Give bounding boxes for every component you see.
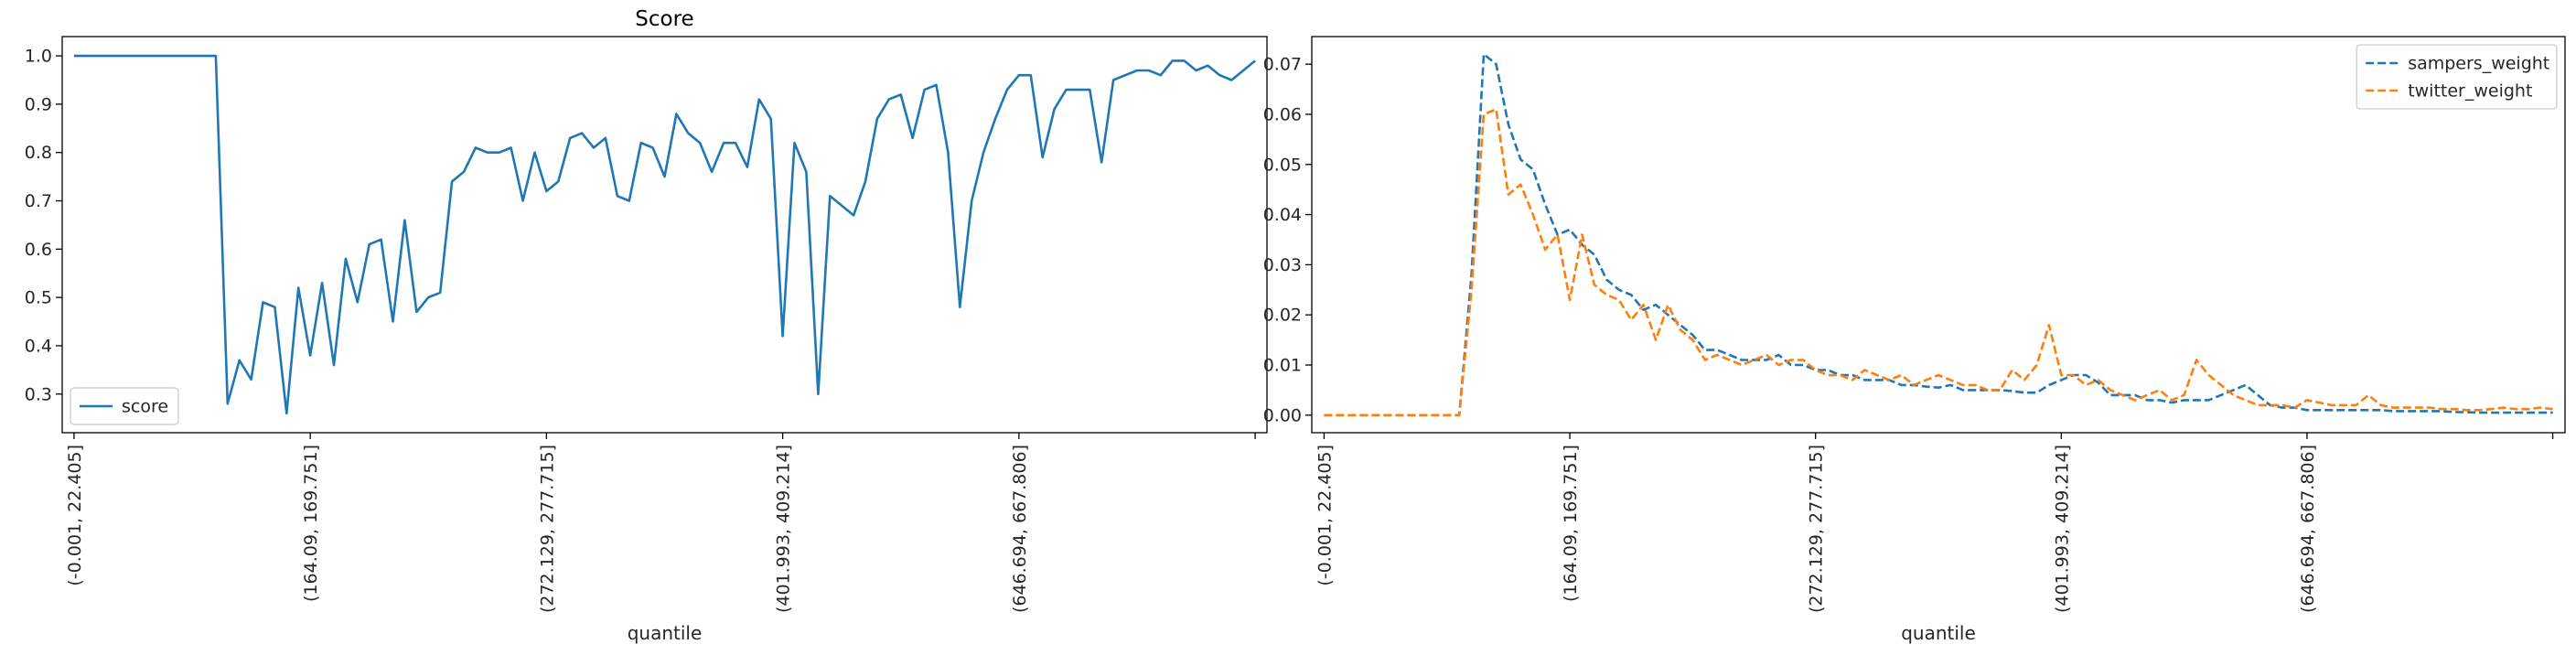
legend-label: sampers_weight — [2408, 54, 2549, 74]
y-tick-label: 0.8 — [25, 143, 52, 163]
x-tick-label: (272.129, 277.715] — [1807, 445, 1827, 613]
x-tick-label: (401.993, 409.214] — [2052, 445, 2072, 613]
score-chart-panel: Score 0.3 0.4 0.5 0.6 0.7 0.8 0.9 1.0 (-0.001, 22… — [25, 7, 1268, 644]
y-tick-label: 0.5 — [25, 288, 52, 308]
y-tick-label: 0.4 — [25, 336, 52, 356]
y-tick-label: 0.7 — [25, 191, 52, 211]
y-tick-label: 0.3 — [25, 384, 52, 404]
x-tick-label: (-0.001, 22.405] — [1315, 445, 1335, 586]
x-tick-label: (164.09, 169.751] — [1561, 445, 1581, 602]
axes-frame — [1311, 36, 2566, 434]
x-axis-title: quantile — [628, 622, 703, 644]
y-tick-label: 0.02 — [1263, 306, 1302, 326]
y-tick-label: 1.0 — [25, 47, 52, 67]
y-tick-label: 0.05 — [1263, 155, 1302, 175]
x-tick-label: (401.993, 409.214] — [774, 445, 794, 613]
x-tick-label: (646.694, 667.806] — [1010, 445, 1030, 613]
legend-box — [2356, 44, 2558, 110]
y-tick-label: 0.07 — [1263, 55, 1302, 75]
weights-chart-panel: 0.00 0.01 0.02 0.03 0.04 0.05 0.06 0.07 (-0.001,… — [1263, 36, 2566, 644]
x-tick-label: (272.129, 277.715] — [537, 445, 557, 613]
y-tick-label: 0.03 — [1263, 255, 1302, 275]
y-tick-label: 0.9 — [25, 94, 52, 114]
x-tick-label: (164.09, 169.751] — [301, 445, 321, 602]
chart-title: Score — [635, 7, 693, 31]
axes-frame — [61, 36, 1268, 434]
x-axis-title: quantile — [1901, 622, 1976, 644]
series-line-score — [73, 54, 1256, 415]
y-tick-label: 0.00 — [1263, 405, 1302, 425]
y-tick-label: 0.06 — [1263, 104, 1302, 124]
series-line-twitter-weight — [1324, 108, 2553, 417]
x-tick-label: (646.694, 667.806] — [2298, 445, 2318, 613]
y-tick-label: 0.01 — [1263, 356, 1302, 376]
y-tick-label: 0.6 — [25, 240, 52, 260]
legend: score — [70, 387, 179, 425]
legend-label: score — [122, 397, 168, 417]
legend-label: twitter_weight — [2408, 81, 2532, 102]
y-tick-label: 0.04 — [1263, 205, 1302, 225]
x-tick-label: (-0.001, 22.405] — [65, 445, 85, 586]
legend-box — [70, 387, 179, 425]
series-line-sampers-weight — [1324, 52, 2553, 417]
legend: sampers_weight twitter_weight — [2356, 44, 2558, 110]
